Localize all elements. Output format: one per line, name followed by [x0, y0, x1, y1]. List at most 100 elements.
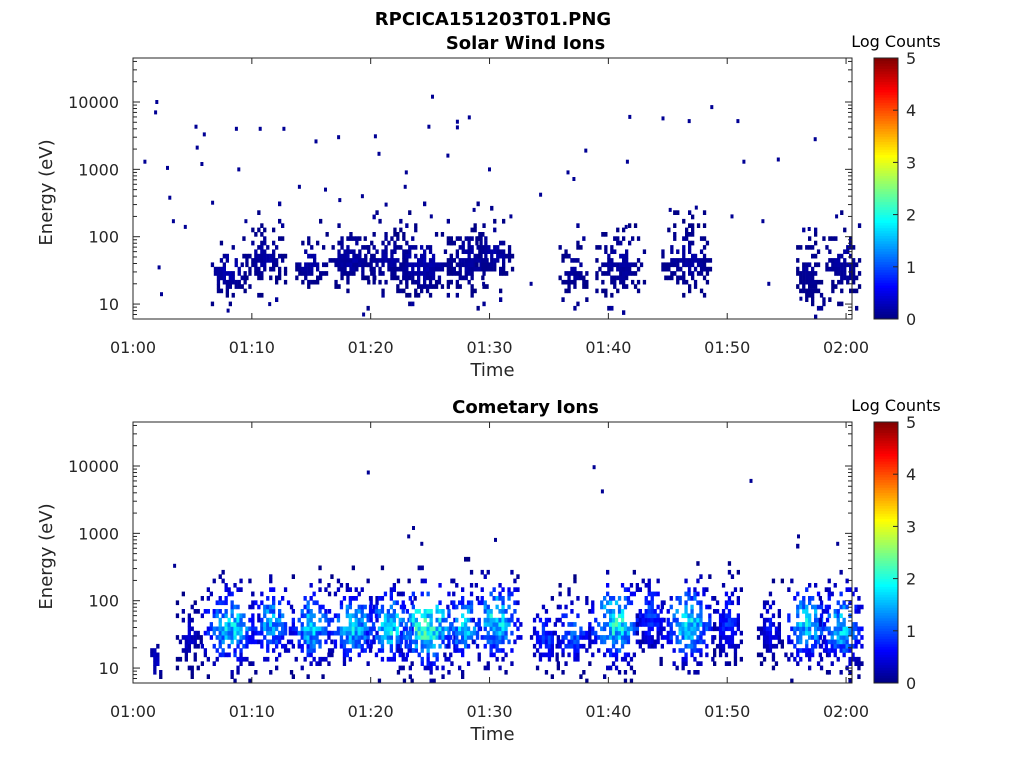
heatmap-cell: [304, 266, 308, 272]
heatmap-cell: [502, 253, 506, 259]
heatmap-cell: [428, 284, 433, 289]
heatmap-cell: [617, 670, 622, 675]
heatmap-cell: [447, 630, 451, 636]
heatmap-cell: [708, 622, 712, 627]
heatmap-cell: [656, 613, 660, 619]
heatmap-cell: [410, 626, 414, 632]
heatmap-cell: [702, 587, 706, 592]
heatmap-cell: [420, 288, 424, 294]
heatmap-cell: [420, 639, 424, 645]
heatmap-cell: [796, 266, 800, 272]
heatmap-cell: [765, 639, 770, 645]
heatmap-cell: [233, 630, 237, 636]
heatmap-cell: [357, 643, 361, 649]
heatmap-cell: [369, 258, 373, 263]
heatmap-cell: [802, 227, 806, 233]
heatmap-cell: [479, 240, 483, 246]
heatmap-cell: [495, 630, 499, 636]
heatmap-cell: [384, 232, 388, 237]
heatmap-cell: [437, 275, 442, 281]
heatmap-cell: [667, 227, 671, 233]
heatmap-cell: [395, 626, 399, 632]
heatmap-cell: [821, 609, 825, 614]
heatmap-cell: [510, 569, 514, 575]
heatmap-cell: [254, 249, 258, 254]
heatmap-cell: [243, 271, 247, 276]
heatmap-cell: [628, 223, 632, 228]
heatmap-cell: [441, 674, 445, 679]
heatmap-cell: [606, 665, 610, 671]
heatmap-cell: [636, 266, 641, 272]
heatmap-cell: [693, 279, 698, 285]
heatmap-cell: [848, 600, 852, 606]
heatmap-cell: [402, 262, 406, 268]
heatmap-cell: [405, 262, 409, 268]
heatmap-cell: [567, 630, 571, 636]
heatmap-point: [166, 165, 169, 170]
heatmap-cell: [814, 613, 818, 619]
heatmap-cell: [857, 674, 861, 679]
colorbar-segment: [874, 198, 898, 203]
heatmap-cell: [441, 609, 445, 614]
heatmap-cell: [354, 643, 358, 649]
heatmap-cell: [476, 245, 480, 250]
heatmap-cell: [187, 613, 191, 619]
heatmap-cell: [854, 635, 858, 640]
colorbar-segment: [874, 123, 898, 127]
heatmap-cell: [266, 258, 270, 263]
heatmap-cell: [827, 587, 831, 592]
heatmap-cell: [687, 613, 691, 619]
heatmap-cell: [355, 258, 359, 263]
heatmap-cell: [483, 622, 487, 627]
heatmap-cell: [354, 609, 358, 614]
heatmap-cell: [402, 288, 406, 294]
y-tick-label: 10: [99, 659, 119, 678]
heatmap-cell: [481, 249, 485, 254]
colorbar-segment: [874, 222, 898, 226]
heatmap-cell: [387, 262, 391, 268]
heatmap-cell: [498, 630, 502, 636]
heatmap-cell: [334, 262, 338, 268]
heatmap-cell: [579, 643, 583, 649]
heatmap-cell: [585, 635, 589, 640]
heatmap-cell: [300, 613, 304, 619]
heatmap-cell: [830, 643, 834, 649]
colorbar-segment: [874, 141, 898, 145]
heatmap-cell: [426, 639, 430, 645]
heatmap-point: [258, 126, 262, 131]
heatmap-cell: [854, 587, 858, 592]
heatmap-cell: [691, 253, 695, 259]
heatmap-cell: [492, 617, 496, 623]
heatmap-point: [836, 541, 840, 546]
heatmap-cell: [380, 622, 385, 627]
heatmap-cell: [480, 569, 484, 575]
colorbar-segment: [874, 300, 898, 304]
heatmap-cell: [849, 236, 853, 241]
heatmap-cell: [532, 652, 537, 658]
colorbar-segment: [874, 78, 898, 82]
heatmap-cell: [681, 613, 685, 619]
heatmap-cell: [380, 596, 385, 601]
heatmap-cell: [330, 574, 334, 579]
heatmap-cell: [727, 596, 732, 601]
heatmap-cell: [787, 587, 791, 592]
heatmap-cell: [796, 626, 800, 632]
heatmap-cell: [324, 613, 328, 619]
heatmap-cell: [620, 617, 625, 623]
heatmap-cell: [224, 596, 228, 601]
heatmap-cell: [696, 258, 701, 263]
heatmap-cell: [814, 622, 818, 627]
heatmap-cell: [251, 635, 255, 640]
heatmap-cell: [556, 665, 560, 671]
heatmap-cell: [659, 626, 663, 632]
heatmap-cell: [705, 643, 709, 649]
heatmap-cell: [395, 630, 399, 636]
colorbar-segment: [874, 487, 898, 491]
heatmap-cell: [570, 622, 574, 627]
colorbar-segment: [874, 162, 898, 166]
heatmap-cell: [398, 617, 402, 623]
heatmap-cell: [579, 262, 583, 268]
heatmap-cell: [467, 266, 471, 272]
heatmap-cell: [672, 630, 676, 636]
heatmap-cell: [825, 652, 830, 658]
